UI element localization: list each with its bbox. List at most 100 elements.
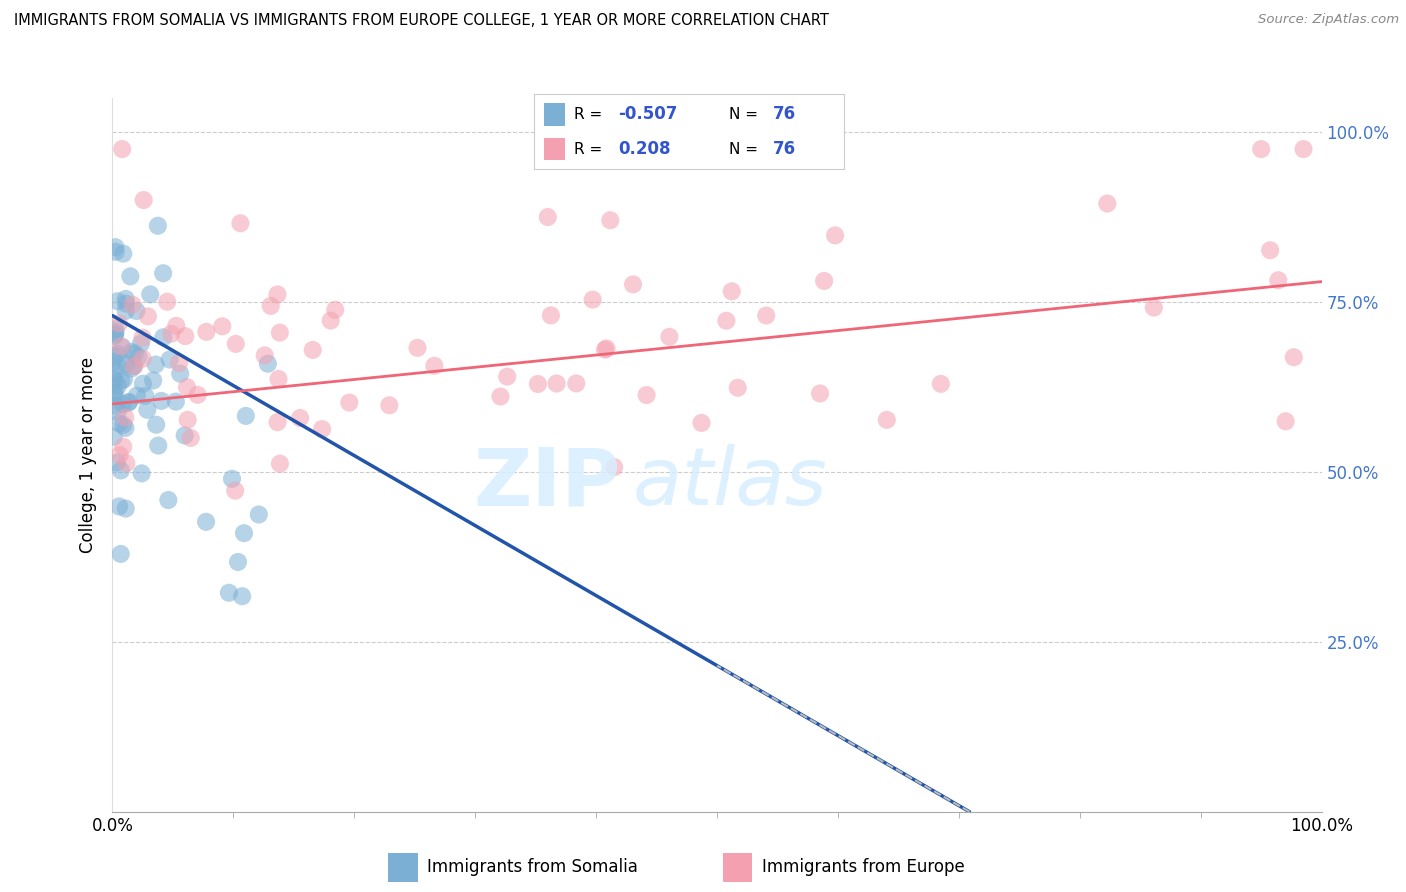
Point [253,348,276,362]
Point [115,357,138,371]
Point [110,339,132,353]
Point [110,547,132,561]
Point [103,388,125,402]
Point [1267,273,1289,287]
Point [690,416,713,430]
Point [165,394,187,409]
Point [165,318,187,333]
Point [136,402,159,417]
Text: -0.507: -0.507 [617,105,678,123]
Point [127,350,149,364]
Point [180,431,202,445]
Point [107,379,129,393]
Point [824,228,846,243]
Point [146,219,169,233]
Point [1097,196,1119,211]
Point [125,388,148,402]
Point [112,372,135,386]
Point [378,398,401,412]
Point [1274,414,1296,428]
Point [540,309,562,323]
Point [319,313,342,327]
Point [125,304,148,318]
Text: IMMIGRANTS FROM SOMALIA VS IMMIGRANTS FROM EUROPE COLLEGE, 1 YEAR OR MORE CORREL: IMMIGRANTS FROM SOMALIA VS IMMIGRANTS FR… [14,13,830,29]
Point [267,372,290,386]
Point [121,298,143,312]
Text: N =: N = [730,107,763,121]
Point [755,309,778,323]
Point [176,380,198,394]
Point [496,369,519,384]
Point [107,357,129,371]
Point [107,405,129,419]
Point [105,456,128,470]
Point [720,285,742,299]
Point [176,413,198,427]
Point [1143,301,1166,315]
Bar [723,854,752,881]
Point [103,374,125,388]
Text: R =: R = [575,142,613,156]
Point [288,411,311,425]
Point [152,266,174,280]
Point [565,376,588,391]
Point [103,349,125,363]
Point [636,388,658,402]
Point [311,422,333,436]
Point [247,508,270,522]
Point [104,244,127,259]
Point [104,372,127,386]
Point [124,346,146,360]
Point [129,336,152,351]
Point [103,329,125,343]
Point [132,193,155,207]
Point [808,386,831,401]
Text: atlas: atlas [633,444,827,523]
Point [131,330,153,344]
Text: Source: ZipAtlas.com: Source: ZipAtlas.com [1258,13,1399,27]
Text: ZIP: ZIP [472,444,620,523]
Point [115,296,138,310]
Point [139,287,162,301]
Point [150,393,173,408]
Point [221,472,243,486]
Bar [388,854,418,881]
Text: R =: R = [575,107,607,121]
Point [121,345,143,359]
Point [257,357,280,371]
Point [142,374,165,388]
Point [266,415,288,429]
Point [114,501,136,516]
Point [108,417,131,431]
Point [110,463,132,477]
Point [114,292,136,306]
Text: 76: 76 [772,105,796,123]
Point [104,326,127,340]
Point [187,388,209,402]
Point [112,440,135,454]
Point [108,448,131,462]
Point [131,467,153,481]
Point [195,325,218,339]
Point [423,359,446,373]
Point [120,269,142,284]
Point [489,390,512,404]
Point [104,322,127,336]
Point [122,359,145,373]
Point [108,317,131,331]
Point [1282,350,1305,364]
Point [152,330,174,344]
Point [218,586,240,600]
Point [111,397,134,411]
Point [157,493,180,508]
Point [211,319,233,334]
Point [115,456,138,470]
Point [546,376,568,391]
Point [104,364,127,378]
Point [104,240,127,254]
Point [813,274,835,288]
Point [337,395,360,409]
Point [132,351,155,366]
Point [112,417,135,432]
Y-axis label: College, 1 year or more: College, 1 year or more [79,357,97,553]
